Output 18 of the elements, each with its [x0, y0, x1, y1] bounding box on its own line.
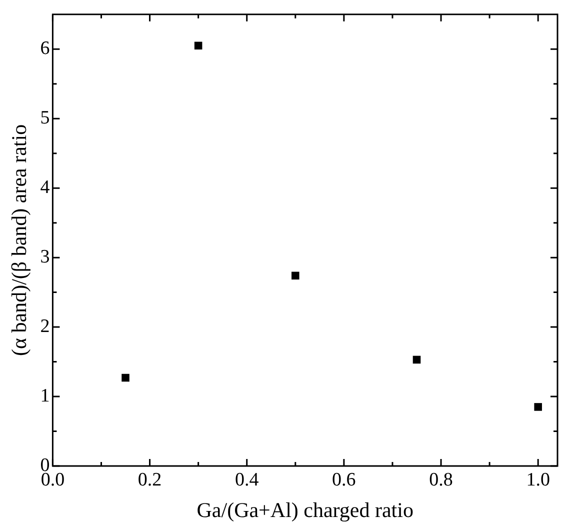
point: [194, 42, 202, 50]
y-tick-label: 2: [40, 316, 50, 338]
y-tick-label: 4: [40, 177, 50, 198]
x-tick-label: 0.6: [332, 469, 356, 490]
y-tick-label: 1: [40, 386, 50, 407]
point: [534, 403, 542, 411]
y-tick-label: 5: [40, 108, 50, 129]
y-tick-label: 6: [40, 38, 50, 60]
y-tick-label: 3: [40, 246, 50, 268]
x-tick-label: 0.4: [234, 469, 260, 490]
point: [412, 356, 421, 364]
x-tick-label: 1.0: [526, 469, 550, 490]
point: [122, 374, 130, 382]
point: [292, 272, 300, 280]
x-tick-label: 0.2: [138, 469, 162, 490]
x-axis-title: Ga/(Ga+Al) charged ratio: [196, 498, 414, 522]
y-axis-title: (α band)/(β band) area ratio: [7, 124, 32, 356]
x-tick-label: 0.8: [429, 469, 453, 490]
